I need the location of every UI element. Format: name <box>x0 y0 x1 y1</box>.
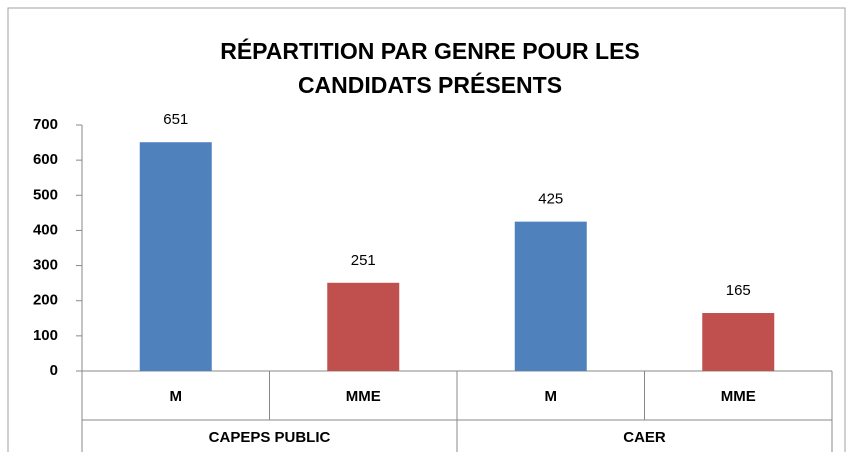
group-label: CAPEPS PUBLIC <box>209 429 331 446</box>
data-label: 651 <box>163 111 188 128</box>
y-tick-label: 300 <box>33 257 58 274</box>
data-label: 251 <box>351 252 376 269</box>
data-label: 165 <box>726 282 751 299</box>
x-tick-label: M <box>545 388 558 405</box>
chart-title: RÉPARTITION PAR GENRE POUR LES CANDIDATS… <box>220 38 640 98</box>
y-tick-label: 600 <box>33 151 58 168</box>
data-label: 425 <box>538 191 563 208</box>
y-tick-label: 400 <box>33 221 58 238</box>
y-tick-label: 100 <box>33 327 58 344</box>
group-label: CAER <box>623 429 666 446</box>
y-tick-label: 500 <box>33 186 58 203</box>
x-tick-label: MME <box>346 388 381 405</box>
bar <box>139 142 212 371</box>
y-tick-label: 200 <box>33 292 58 309</box>
bar <box>702 313 775 371</box>
x-tick-label: MME <box>721 388 756 405</box>
bar <box>514 221 587 371</box>
y-tick-label: 0 <box>50 362 58 379</box>
y-tick-label: 700 <box>33 116 58 133</box>
bar <box>327 282 400 371</box>
x-tick-label: M <box>170 388 183 405</box>
